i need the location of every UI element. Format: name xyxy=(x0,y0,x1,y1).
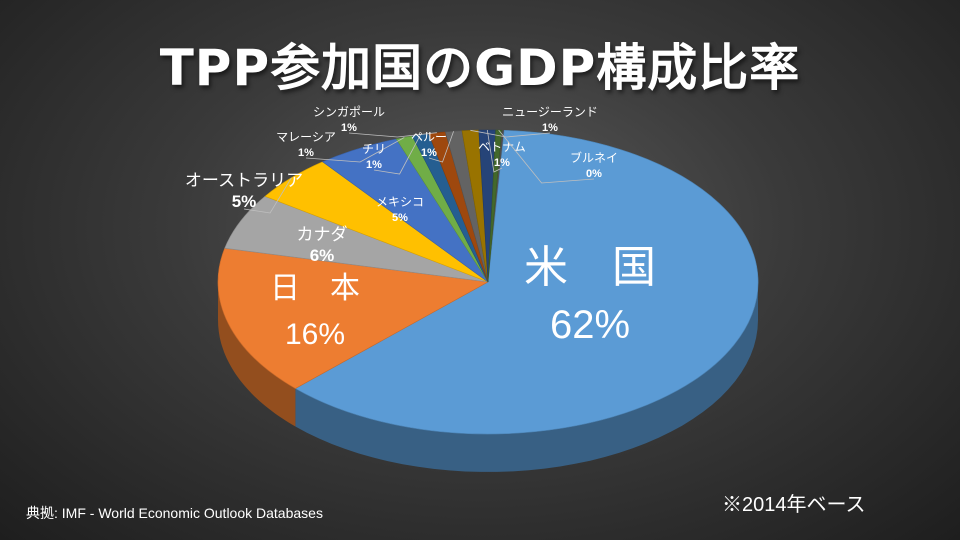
leader-line-6 xyxy=(373,134,421,175)
leader-line-5 xyxy=(305,137,405,163)
slice-value-label-7: 1% xyxy=(341,122,357,134)
slice-name-label-3: オーストラリア xyxy=(185,171,303,191)
leader-line-7 xyxy=(348,132,437,138)
slice-name-label-0: 米 国 xyxy=(524,242,656,293)
slice-value-label-0: 62% xyxy=(550,303,630,347)
pie-side-1 xyxy=(218,282,296,427)
slice-name-label-7: シンガポール xyxy=(313,105,385,119)
slice-name-label-1: 日 本 xyxy=(270,271,360,306)
slice-value-label-2: 6% xyxy=(310,246,335,265)
slice-value-label-5: 1% xyxy=(298,147,314,159)
slice-value-label-6: 1% xyxy=(366,159,382,171)
pie-side-0 xyxy=(295,282,758,472)
leader-line-8 xyxy=(428,131,454,163)
leader-line-10 xyxy=(486,129,503,173)
leader-line-3 xyxy=(243,177,292,214)
slice-name-label-8: ペルー xyxy=(411,130,447,144)
slice-value-label-4: 5% xyxy=(392,212,408,224)
slice-value-label-10: 1% xyxy=(494,157,510,169)
source-note: 典拠: IMF - World Economic Outlook Databas… xyxy=(26,505,323,521)
slice-value-label-11: 0% xyxy=(586,168,602,180)
leader-line-9 xyxy=(470,129,551,138)
slice-name-label-4: メキシコ xyxy=(376,195,424,209)
slice-value-label-9: 1% xyxy=(542,122,558,134)
slice-value-label-1: 16% xyxy=(285,318,345,351)
leader-line-11 xyxy=(498,129,595,184)
slice-name-label-9: ニュージーランド xyxy=(502,105,598,119)
slice-name-label-5: マレーシア xyxy=(276,130,336,144)
slice-name-label-2: カナダ xyxy=(297,225,348,245)
slice-name-label-10: ベトナム xyxy=(478,140,526,154)
slice-name-label-6: チリ xyxy=(362,142,386,156)
chart-title: TPP参加国のGDP構成比率 xyxy=(159,39,801,97)
base-year-note: ※2014年ベース xyxy=(722,494,866,516)
slice-value-label-3: 5% xyxy=(232,192,257,211)
pie-slice-1 xyxy=(217,247,489,389)
pie-slice-0 xyxy=(294,129,759,435)
slice-name-label-11: ブルネイ xyxy=(570,150,618,165)
slice-value-label-8: 1% xyxy=(421,147,437,159)
